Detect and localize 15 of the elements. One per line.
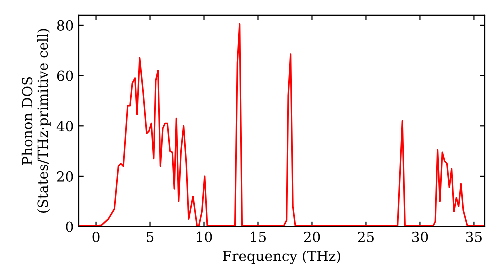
y-tick-label: 0 (66, 222, 74, 232)
x-tick-label: 30 (412, 232, 428, 242)
y-axis-title: Phonon DOS (States/THz·primitive cell) (22, 29, 51, 213)
y-tick-label: 60 (57, 70, 74, 82)
x-axis-title: Frequency (THz) (223, 250, 340, 264)
x-tick-label: 10 (197, 232, 212, 242)
x-tick-label: 35 (466, 232, 482, 242)
y-tick-label: 20 (57, 171, 74, 182)
y-tick-label: 40 (56, 121, 74, 132)
x-tick-label: 20 (304, 232, 320, 242)
x-tick-label: 5 (147, 232, 154, 242)
x-tick-label: 25 (358, 232, 374, 242)
y-tick-label: 80 (57, 20, 74, 31)
x-tick-label: 0 (92, 232, 100, 242)
x-tick-label: 15 (251, 232, 266, 242)
